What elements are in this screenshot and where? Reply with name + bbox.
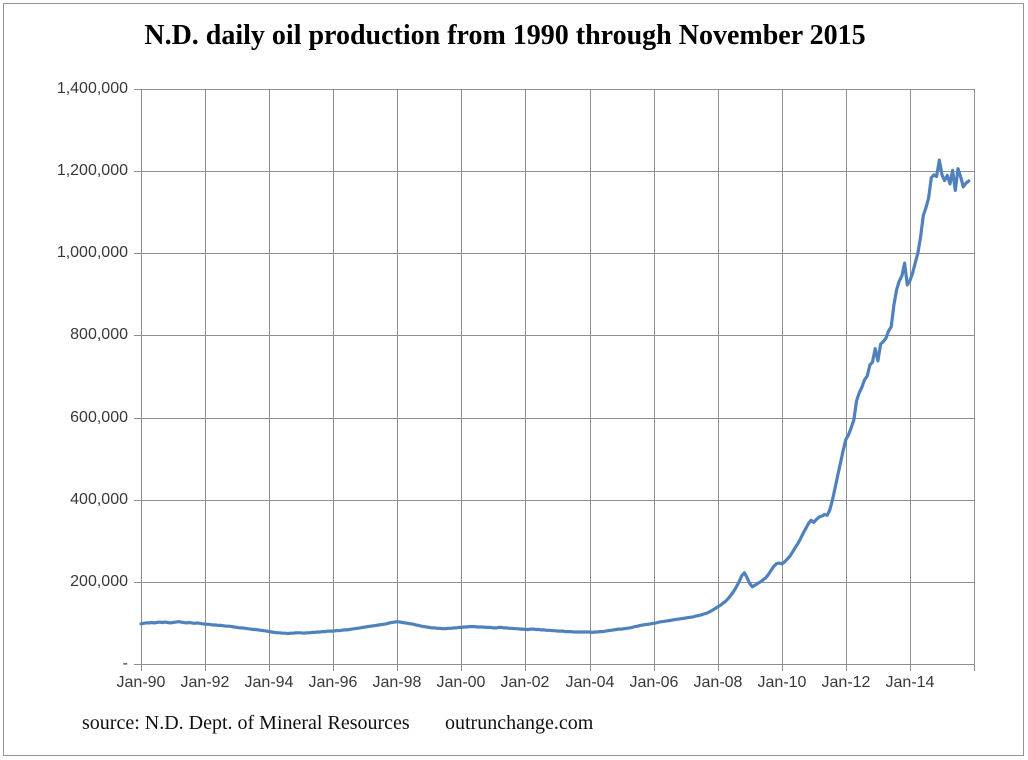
production-line-series bbox=[139, 158, 971, 636]
oil-production-line bbox=[139, 158, 971, 636]
footer-source-text: source: N.D. Dept. of Mineral Resources bbox=[82, 712, 410, 734]
gridlines bbox=[141, 89, 975, 665]
footer-site-text: outrunchange.com bbox=[445, 712, 594, 734]
axis-ticks bbox=[134, 89, 975, 671]
chart-title: N.D. daily oil production from 1990 thro… bbox=[144, 20, 866, 51]
footer: source: N.D. Dept. of Mineral Resources … bbox=[0, 712, 1028, 742]
